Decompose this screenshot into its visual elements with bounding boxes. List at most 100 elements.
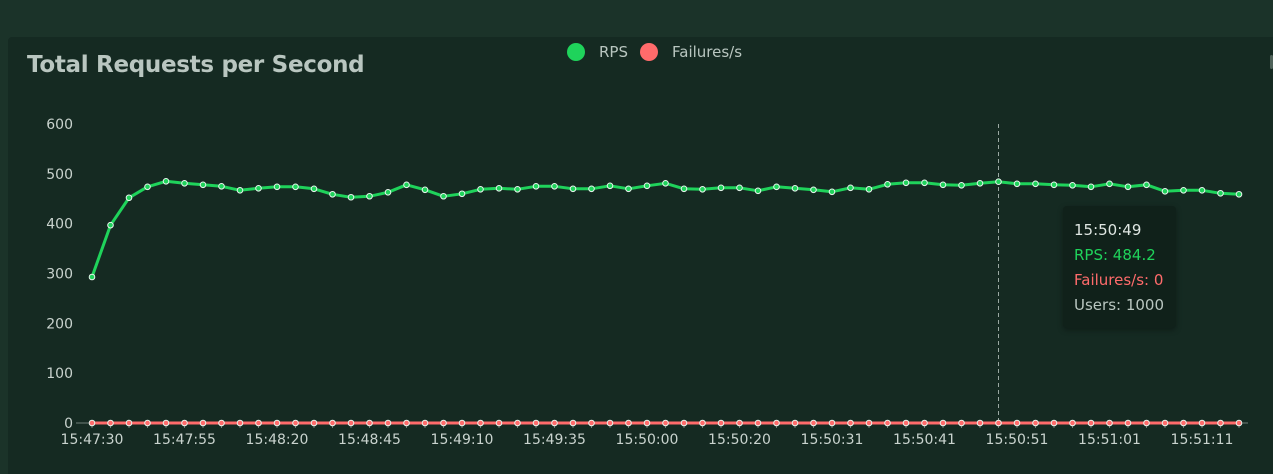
rps-data-point [347,193,355,201]
rps-data-point [1143,181,1150,189]
rps-data-point [1161,187,1169,195]
failures-data-point [847,419,854,427]
legend-rps-label: RPS [599,43,628,61]
rps-data-point [255,184,262,192]
failures-data-point [347,419,355,427]
rps-data-point [181,180,188,187]
legend-item-rps[interactable]: RPS [567,43,628,61]
y-tick-label: 400 [46,217,73,233]
failures-data-point [107,419,114,427]
rps-data-point [773,183,780,191]
failures-data-point [1106,419,1113,427]
failures-data-point [1180,419,1187,427]
rps-data-point [514,185,521,193]
chart-title: Total Requests per Second [27,52,365,78]
rps-data-point [162,178,170,185]
rps-data-point [329,190,336,198]
rps-data-point [495,184,503,192]
rps-data-point [1050,181,1058,189]
rps-data-point [366,192,373,200]
x-tick-label: 15:49:10 [431,432,494,448]
failures-data-point [236,419,244,427]
rps-data-point [1106,180,1113,188]
y-tick-label: 0 [64,416,73,432]
failures-data-point [1050,419,1058,427]
rps-data-point [1217,189,1224,197]
failures-data-point [865,419,873,427]
failures-data-point [606,419,614,427]
legend-item-failures[interactable]: Failures/s [640,43,742,61]
failures-data-point [329,419,336,427]
failures-data-point [588,419,595,427]
rps-data-point [218,182,225,190]
failures-data-point [884,419,891,427]
failures-data-point [828,419,836,427]
failures-data-point [662,419,669,427]
failures-data-point [292,419,299,427]
y-tick-label: 200 [46,316,73,332]
failures-data-point [921,419,928,427]
legend: RPS Failures/s [567,43,754,61]
rps-data-point [884,180,891,188]
rps-data-point [107,221,114,229]
failures-data-point [902,419,910,427]
rps-data-point [1032,180,1039,188]
failures-data-point [162,419,170,427]
rps-data-point [828,188,836,196]
legend-failures-marker [640,43,658,61]
failures-data-point [551,419,558,427]
x-tick-label: 15:48:20 [246,432,309,448]
failures-data-point [699,419,706,427]
failures-data-point [1143,419,1150,427]
rps-data-point [1013,180,1021,188]
failures-data-point [458,419,466,427]
rps-data-point [736,184,743,192]
failures-data-point [1069,419,1076,427]
failures-data-point [477,419,484,427]
rps-data-point [440,192,447,200]
chart-tooltip: 15:50:49 RPS: 484.2 Failures/s: 0 Users:… [1063,206,1176,328]
rps-data-point [477,185,484,193]
failures-data-point [976,419,984,427]
rps-data-point [754,187,762,195]
y-tick-label: 600 [46,117,73,133]
rps-data-point [699,185,706,193]
failures-data-point [1124,419,1132,427]
x-tick-label: 15:49:35 [523,432,586,448]
x-tick-label: 15:47:30 [61,432,124,448]
rps-data-point [1087,183,1095,191]
rps-data-point [88,273,96,281]
failures-data-point [495,419,503,427]
failures-data-point [773,419,780,427]
rps-data-point [1198,186,1206,194]
rps-data-point [810,186,817,194]
rps-data-point [902,179,910,187]
rps-data-point [717,184,725,192]
rps-data-point [199,181,207,189]
failures-data-point [366,419,373,427]
failures-data-point [810,419,817,427]
rps-data-point [791,184,799,192]
failures-data-point [791,419,799,427]
rps-data-point [532,182,540,190]
failures-data-point [273,419,281,427]
panel-edge-handle [1270,55,1273,69]
failures-data-point [514,419,521,427]
failures-data-point [218,419,225,427]
failures-data-point [532,419,540,427]
failures-data-point [310,419,318,427]
rps-data-point [310,185,318,193]
rps-data-point [384,188,392,196]
rps-data-point [125,194,133,202]
failures-data-point [1235,419,1243,427]
legend-failures-label: Failures/s [672,43,743,61]
failures-data-point [1161,419,1169,427]
rps-data-point [292,183,299,191]
failures-data-point [88,419,96,427]
failures-data-point [384,419,392,427]
failures-data-point [1013,419,1021,427]
failures-data-point [1217,419,1224,427]
x-tick-label: 15:51:01 [1078,432,1141,448]
legend-rps-marker [567,43,585,61]
